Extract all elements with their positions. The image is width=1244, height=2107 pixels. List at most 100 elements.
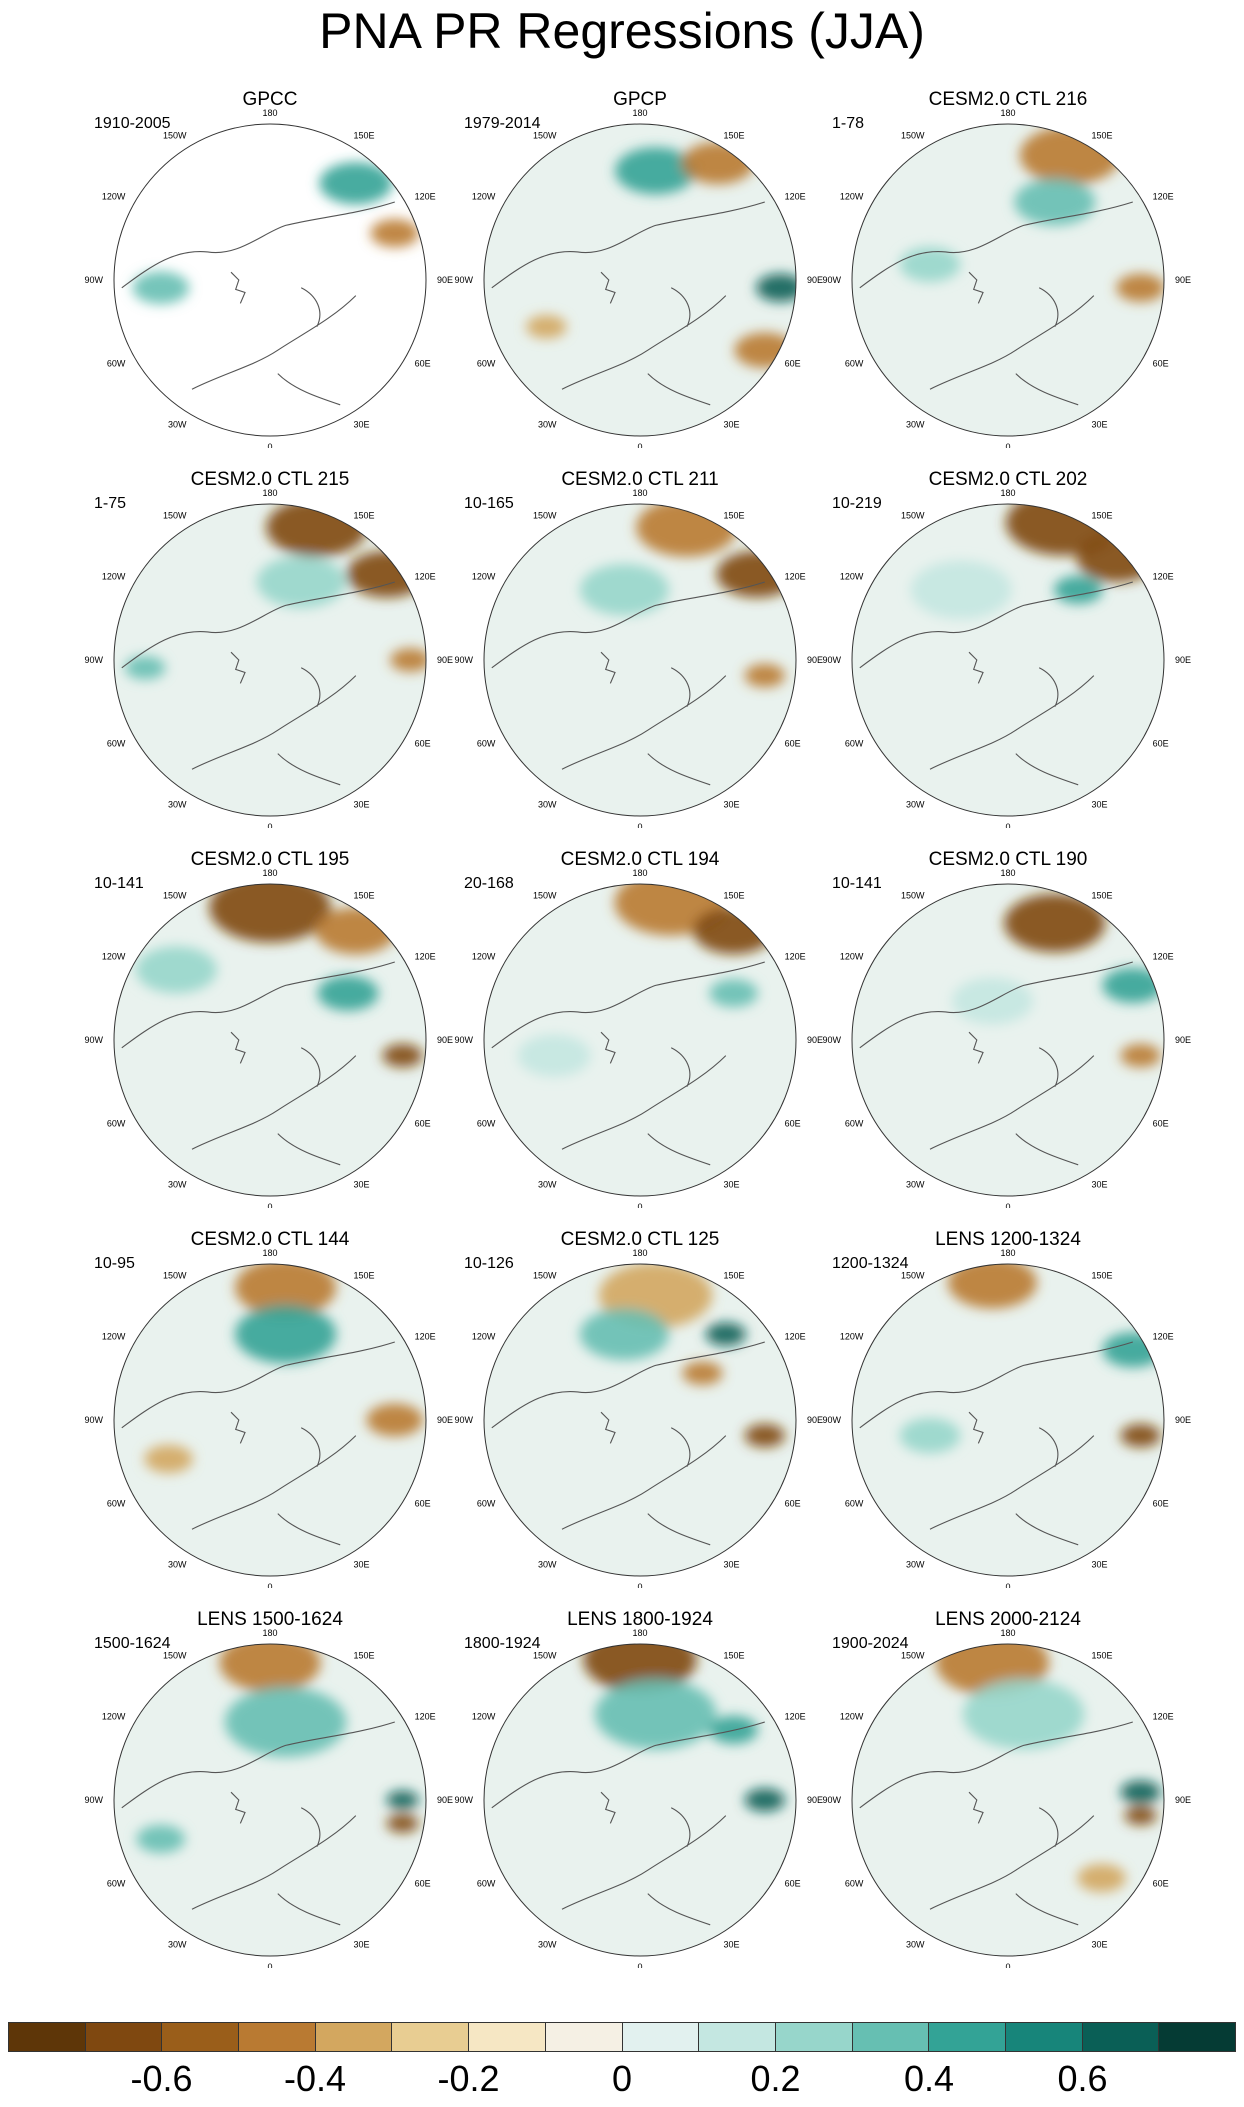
map-field: [114, 884, 426, 1196]
longitude-label: 180: [262, 488, 277, 498]
map-panel: CESM2.0 CTL 144 180 150E 120E 90E 60E 30E 0 30W 6…: [70, 1228, 470, 1588]
longitude-label: 30E: [724, 1560, 740, 1570]
panel-period: 1-78: [832, 115, 865, 132]
longitude-label: 30W: [538, 1560, 557, 1570]
longitude-label: 30E: [1092, 1180, 1108, 1190]
colorbar-tick-label: 0.4: [903, 2058, 955, 2099]
longitude-label: 90E: [807, 1795, 823, 1805]
longitude-label: 30W: [168, 420, 187, 430]
longitude-label: 0: [267, 1962, 272, 1968]
colorbar-swatch: [929, 2023, 1006, 2051]
longitude-label: 150W: [533, 1270, 557, 1280]
longitude-label: 150E: [354, 1270, 375, 1280]
longitude-label: 90E: [437, 1795, 453, 1805]
longitude-label: 150W: [163, 890, 187, 900]
longitude-label: 120W: [102, 1712, 126, 1722]
longitude-label: 0: [1005, 1962, 1010, 1968]
longitude-label: 30W: [168, 1180, 187, 1190]
map-field: [852, 1644, 1164, 1956]
panel-period: 1800-1924: [464, 1635, 541, 1652]
panel-period: 10-219: [832, 495, 882, 512]
panel-title: CESM2.0 CTL 195: [190, 849, 350, 870]
longitude-label: 30E: [1092, 420, 1108, 430]
longitude-label: 150E: [1092, 1270, 1113, 1280]
longitude-label: 120W: [102, 192, 126, 202]
longitude-label: 30W: [168, 1560, 187, 1570]
colorbar-tick-label: -0.6: [130, 2058, 193, 2099]
longitude-label: 180: [632, 1628, 647, 1638]
colorbar-tick-label: -0.2: [437, 2058, 500, 2099]
longitude-label: 60E: [415, 1119, 431, 1129]
longitude-label: 90E: [807, 1415, 823, 1425]
longitude-label: 60E: [1153, 359, 1169, 369]
longitude-label: 30W: [538, 1180, 557, 1190]
longitude-label: 90E: [807, 1035, 823, 1045]
colorbar-labels: -0.6 -0.4 -0.2 0 0.2 0.4 0.6: [8, 2054, 1236, 2104]
longitude-label: 60W: [107, 1119, 126, 1129]
longitude-label: 150E: [1092, 890, 1113, 900]
map-field: [852, 884, 1164, 1196]
map-field: [484, 884, 796, 1196]
panel-title: CESM2.0 CTL 194: [560, 849, 720, 870]
map-field: [114, 1644, 426, 1956]
longitude-label: 0: [637, 1202, 642, 1208]
longitude-label: 150W: [163, 510, 187, 520]
longitude-label: 180: [1000, 868, 1015, 878]
longitude-label: 30E: [724, 1180, 740, 1190]
longitude-label: 150E: [354, 130, 375, 140]
map-panel: CESM2.0 CTL 195 180 150E 120E 90E 60E 30E 0 30W 6…: [70, 848, 470, 1208]
longitude-label: 60W: [107, 739, 126, 749]
map-field: [484, 1264, 796, 1576]
map-panel: LENS 1800-1924 180 150E 120E 90E 60E 30E 0 30W 60…: [440, 1608, 840, 1968]
longitude-label: 150W: [901, 510, 925, 520]
colorbar-swatch: [1082, 2023, 1160, 2051]
polar-map: 180 150E 120E 90E 60E 30E 0 30W 60W 90W 120W 150W: [84, 1628, 453, 1968]
longitude-label: 0: [637, 442, 642, 448]
longitude-label: 60E: [415, 1879, 431, 1889]
polar-map: 180 150E 120E 90E 60E 30E 0 30W 60W 90W 120W 150W: [822, 108, 1191, 448]
longitude-label: 30W: [906, 1560, 925, 1570]
longitude-label: 60E: [785, 1499, 801, 1509]
longitude-label: 90W: [822, 1415, 841, 1425]
longitude-label: 60W: [107, 1879, 126, 1889]
longitude-label: 90E: [807, 275, 823, 285]
longitude-label: 60E: [785, 359, 801, 369]
longitude-label: 90E: [1175, 275, 1191, 285]
colorbar-swatch: [622, 2023, 700, 2051]
panel-period: 1900-2024: [832, 1635, 909, 1652]
colorbar-swatch: [315, 2023, 393, 2051]
panel-period: 1200-1324: [832, 1255, 909, 1272]
longitude-label: 0: [267, 1582, 272, 1588]
panel-title: LENS 1800-1924: [567, 1609, 713, 1630]
longitude-label: 180: [262, 108, 277, 118]
longitude-label: 90W: [822, 1035, 841, 1045]
colorbar-swatch: [699, 2023, 776, 2051]
longitude-label: 30W: [168, 800, 187, 810]
longitude-label: 0: [1005, 1202, 1010, 1208]
polar-map: 180 150E 120E 90E 60E 30E 0 30W 60W 90W 120W 150W: [822, 868, 1191, 1208]
longitude-label: 120E: [1153, 952, 1174, 962]
longitude-label: 120E: [415, 952, 436, 962]
longitude-label: 90W: [84, 655, 103, 665]
panel-title: CESM2.0 CTL 215: [190, 469, 350, 490]
map-panel: LENS 2000-2124 180 150E 120E 90E 60E 30E 0 30W 60…: [808, 1608, 1208, 1968]
colorbar-swatch: [85, 2023, 163, 2051]
longitude-label: 0: [267, 1202, 272, 1208]
longitude-label: 30E: [354, 1560, 370, 1570]
longitude-label: 120W: [840, 192, 864, 202]
longitude-label: 120W: [840, 952, 864, 962]
longitude-label: 90W: [822, 655, 841, 665]
longitude-label: 90E: [437, 1035, 453, 1045]
panel-title: CESM2.0 CTL 144: [190, 1229, 350, 1250]
longitude-label: 120W: [102, 952, 126, 962]
longitude-label: 120E: [1153, 192, 1174, 202]
longitude-label: 60E: [415, 1499, 431, 1509]
polar-map: 180 150E 120E 90E 60E 30E 0 30W 60W 90W 120W 150W: [454, 1628, 823, 1968]
panel-title: LENS 1500-1624: [197, 1609, 343, 1630]
longitude-label: 60W: [845, 739, 864, 749]
longitude-label: 120E: [1153, 1712, 1174, 1722]
panel-period: 10-95: [94, 1255, 135, 1272]
longitude-label: 90E: [1175, 1795, 1191, 1805]
colorbar: [8, 2022, 1236, 2052]
map-panel: CESM2.0 CTL 216 180 150E 120E 90E 60E 30E 0 30W 6…: [808, 88, 1208, 448]
